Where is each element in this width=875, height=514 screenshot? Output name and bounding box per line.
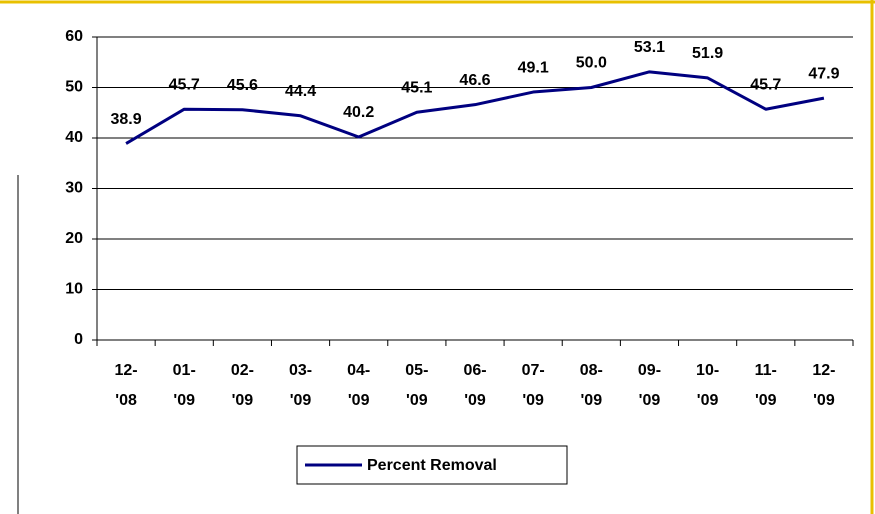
data-label: 44.4 — [285, 83, 316, 100]
x-tick-label: 12-'08 — [115, 362, 138, 409]
data-label: 45.6 — [227, 77, 258, 94]
data-label: 38.9 — [111, 111, 142, 128]
x-tick-label: 04-'09 — [347, 362, 370, 409]
data-label: 49.1 — [518, 59, 549, 76]
x-tick-label: 05-'09 — [405, 362, 428, 409]
data-label: 45.7 — [750, 76, 781, 93]
y-tick-label: 0 — [74, 331, 83, 348]
legend-label: Percent Removal — [367, 457, 497, 474]
x-tick-label: 02-'09 — [231, 362, 254, 409]
y-tick-label: 20 — [65, 230, 83, 247]
data-label: 53.1 — [634, 39, 665, 56]
y-tick-label: 50 — [65, 79, 83, 96]
x-tick-label: 08-'09 — [580, 362, 603, 409]
x-tick-label: 11-'09 — [755, 362, 777, 409]
data-label: 46.6 — [459, 72, 490, 89]
data-label: 50.0 — [576, 55, 607, 72]
y-tick-label: 10 — [65, 281, 83, 298]
x-tick-label: 07-'09 — [522, 362, 545, 409]
data-label: 45.7 — [169, 76, 200, 93]
x-tick-label: 01-'09 — [173, 362, 196, 409]
data-label: 40.2 — [343, 104, 374, 121]
y-tick-label: 30 — [65, 180, 83, 197]
data-label: 45.1 — [401, 79, 432, 96]
data-label: 47.9 — [808, 65, 839, 82]
x-tick-label: 09-'09 — [638, 362, 661, 409]
data-label: 51.9 — [692, 45, 723, 62]
x-tick-label: 12-'09 — [812, 362, 835, 409]
y-tick-label: 40 — [65, 129, 83, 146]
x-tick-label: 10-'09 — [696, 362, 719, 409]
y-tick-label: 60 — [65, 28, 83, 45]
x-tick-label: 03-'09 — [289, 362, 312, 409]
line — [125, 70, 825, 145]
x-tick-label: 06-'09 — [463, 362, 486, 409]
